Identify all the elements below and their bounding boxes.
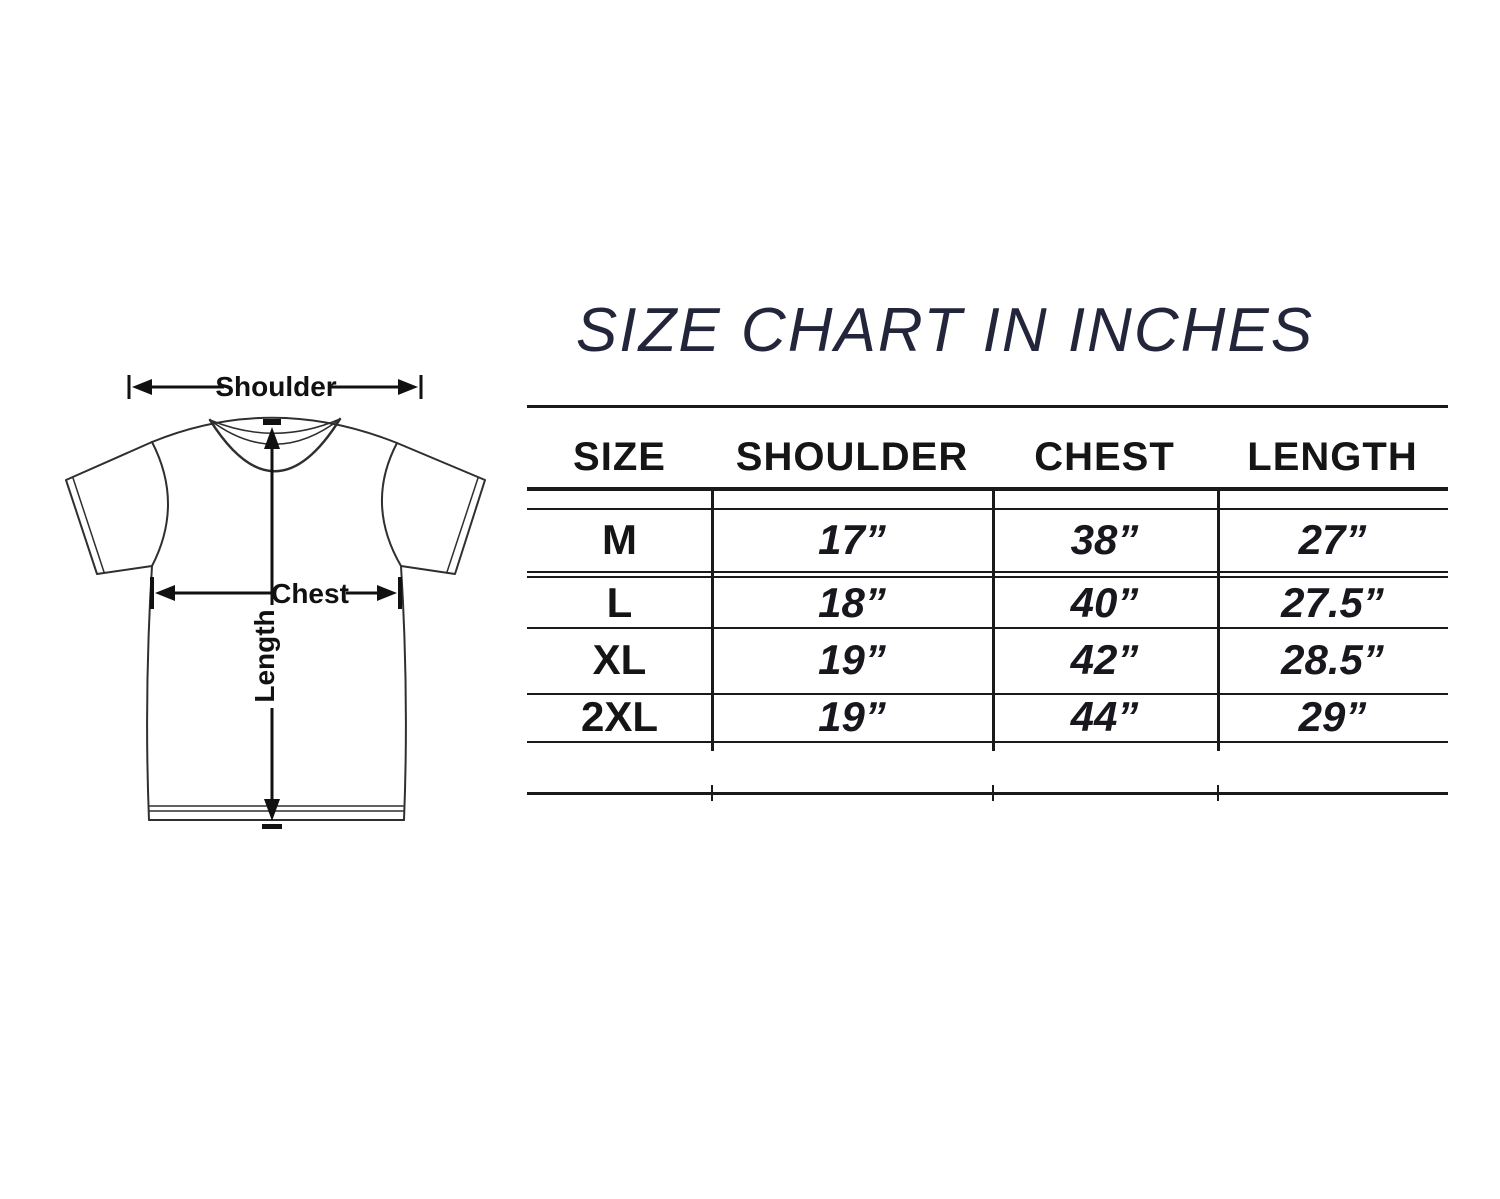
column-divider: [1217, 487, 1220, 751]
page-title: SIZE CHART IN INCHES: [575, 296, 1315, 365]
table-cell: 27.5”: [1281, 579, 1384, 626]
table-row-size: M: [602, 516, 637, 563]
chest-arrow: [150, 577, 402, 609]
table-cell: 28.5”: [1281, 636, 1384, 683]
left-armhole: [151, 441, 169, 567]
size-table: SIZE SHOULDER CHEST LENGTH M 17” 38” 27”…: [527, 405, 1448, 805]
column-divider: [711, 487, 714, 751]
column-header-length: LENGTH: [1247, 435, 1418, 479]
table-rule: [527, 693, 1448, 695]
shoulder-label: Shoulder: [215, 371, 336, 402]
column-divider: [992, 487, 995, 751]
table-cell: 27”: [1298, 516, 1367, 563]
length-arrow: [262, 419, 282, 829]
table-row-size: 2XL: [580, 693, 659, 740]
table-cell: 42”: [1070, 636, 1139, 683]
table-rule-top: [527, 405, 1448, 408]
table-cell: 18”: [818, 579, 886, 626]
table-cell: 38”: [1070, 516, 1139, 563]
table-cell: 19”: [818, 636, 886, 683]
table-row-size: L: [606, 579, 633, 626]
table-rule: [527, 741, 1448, 743]
table-rule-bottom: [527, 792, 1448, 795]
table-cell: 44”: [1070, 693, 1139, 740]
tshirt-diagram: Shoulder Chest Length: [65, 371, 486, 829]
shoulder-arrow: [127, 375, 423, 399]
table-rule-header-bottom: [527, 487, 1448, 491]
table-rule: [527, 627, 1448, 629]
column-divider-tick: [1217, 785, 1219, 801]
column-header-chest: CHEST: [1034, 435, 1175, 479]
table-rule-double: [527, 571, 1448, 578]
column-divider-tick: [992, 785, 994, 801]
chest-label: Chest: [271, 578, 349, 609]
table-cell: 40”: [1070, 579, 1139, 626]
table-cell: 19”: [818, 693, 886, 740]
table-row-size: XL: [592, 636, 647, 683]
column-header-size: SIZE: [573, 435, 666, 479]
column-divider-tick: [711, 785, 713, 801]
length-label: Length: [249, 609, 280, 702]
right-armhole: [381, 442, 402, 567]
table-rule: [527, 508, 1448, 510]
column-header-shoulder: SHOULDER: [735, 435, 969, 479]
table-cell: 29”: [1298, 693, 1367, 740]
table-cell: 17”: [818, 516, 886, 563]
